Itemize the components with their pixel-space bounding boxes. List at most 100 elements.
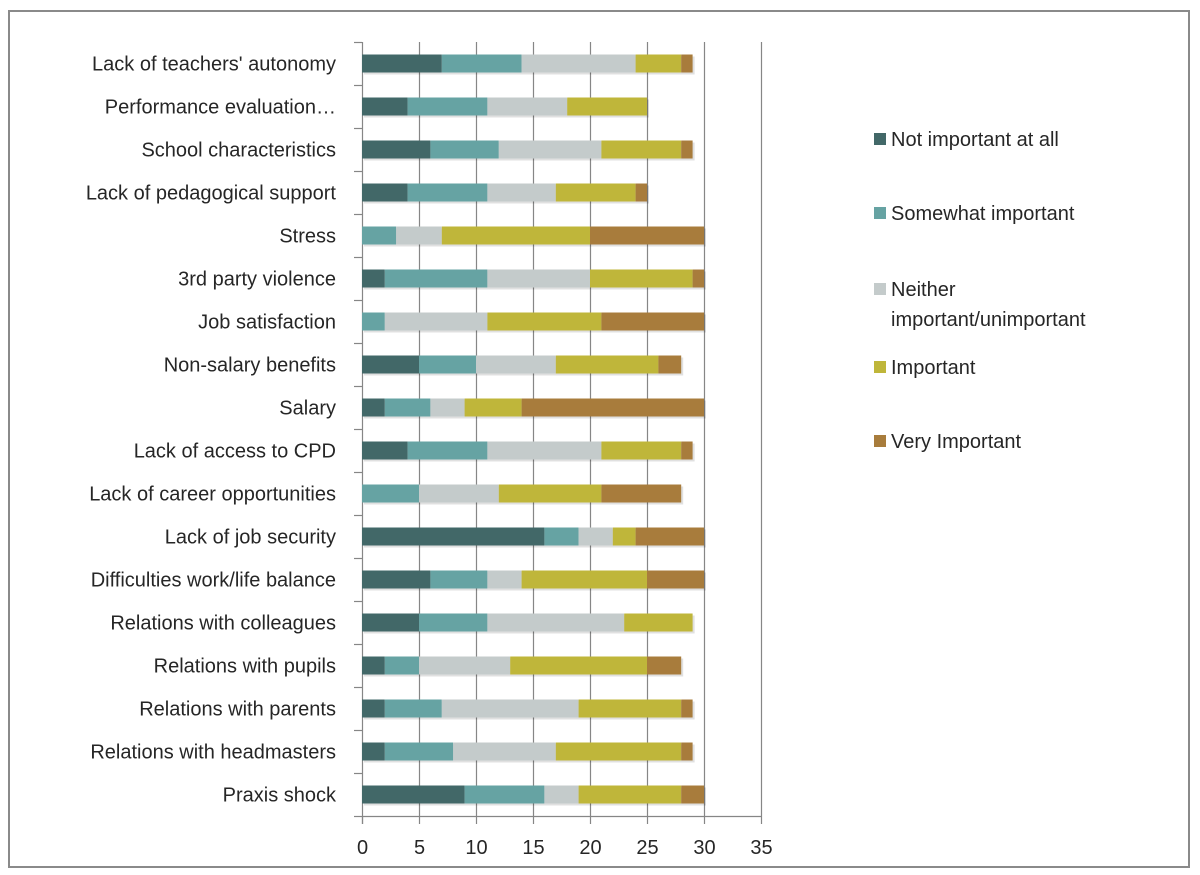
bar-segment bbox=[430, 570, 488, 589]
bar-segment bbox=[441, 54, 522, 73]
bar-segment bbox=[476, 355, 556, 374]
bar-segment bbox=[578, 527, 613, 546]
bar-segment bbox=[498, 484, 602, 503]
bar-segment bbox=[407, 441, 488, 460]
legend-swatch bbox=[874, 361, 886, 373]
x-tick-label: 15 bbox=[522, 837, 544, 859]
bar-segment bbox=[362, 527, 545, 546]
category-label: Lack of career opportunities bbox=[89, 484, 336, 506]
category-label: Lack of pedagogical support bbox=[86, 183, 337, 205]
bar-segment bbox=[407, 97, 488, 116]
bar-segment bbox=[487, 269, 590, 288]
bar-segment bbox=[601, 484, 682, 503]
bar-segment bbox=[601, 312, 704, 331]
bar-segment bbox=[384, 699, 442, 718]
x-tick-label: 5 bbox=[414, 837, 425, 859]
bar-segment bbox=[521, 570, 647, 589]
legend-label: Important bbox=[891, 357, 976, 379]
legend-swatch bbox=[874, 207, 886, 219]
legend-label: Very Important bbox=[891, 431, 1022, 453]
bar-segment bbox=[647, 656, 682, 675]
x-tick-label: 0 bbox=[357, 837, 368, 859]
bar-segment bbox=[681, 742, 693, 761]
x-tick-label: 25 bbox=[636, 837, 658, 859]
bar-segment bbox=[635, 183, 647, 202]
bar-segment bbox=[601, 441, 682, 460]
bar-segment bbox=[362, 226, 397, 245]
category-labels: Lack of teachers' autonomy Performance ev… bbox=[86, 54, 337, 807]
x-tick-label: 20 bbox=[579, 837, 601, 859]
bar-segment bbox=[658, 355, 682, 374]
bar-segment bbox=[590, 269, 693, 288]
category-label: Lack of job security bbox=[165, 527, 336, 549]
bar-segment bbox=[362, 269, 385, 288]
bar-segment bbox=[521, 54, 636, 73]
bar-segment bbox=[544, 785, 579, 804]
bar-segment bbox=[681, 54, 693, 73]
bar-segment bbox=[555, 355, 659, 374]
bar-segment bbox=[441, 226, 590, 245]
legend-label: Somewhat important bbox=[891, 203, 1075, 225]
bar-segment bbox=[384, 312, 488, 331]
category-label: Relations with pupils bbox=[154, 656, 336, 678]
bar-segment bbox=[362, 656, 385, 675]
bar-segment bbox=[362, 183, 408, 202]
bar-segment bbox=[384, 398, 431, 417]
bar-segment bbox=[567, 97, 647, 116]
bar-segment bbox=[384, 269, 488, 288]
bar-segment bbox=[487, 183, 556, 202]
category-label: Relations with colleagues bbox=[110, 613, 336, 635]
bar-segment bbox=[612, 527, 636, 546]
bar-segment bbox=[681, 140, 693, 159]
bar-segment bbox=[635, 54, 682, 73]
legend-swatch bbox=[874, 435, 886, 447]
bar-segment bbox=[521, 398, 704, 417]
bar-segment bbox=[441, 699, 579, 718]
legend: Not important at all Somewhat important Ne… bbox=[874, 129, 1086, 453]
bar-segment bbox=[362, 312, 385, 331]
category-label: Relations with headmasters bbox=[90, 742, 336, 764]
bar-segment bbox=[464, 398, 522, 417]
bar-segment bbox=[487, 312, 602, 331]
bar-segment bbox=[362, 97, 408, 116]
bar-segment bbox=[362, 484, 419, 503]
bar-segment bbox=[362, 613, 419, 632]
category-label: Salary bbox=[279, 398, 336, 420]
bar-segment bbox=[362, 570, 431, 589]
bar-segment bbox=[681, 699, 693, 718]
bar-segment bbox=[498, 140, 602, 159]
bar-segment bbox=[362, 54, 442, 73]
legend-swatch bbox=[874, 283, 886, 295]
category-label: Difficulties work/life balance bbox=[91, 570, 336, 592]
bar-segment bbox=[601, 140, 682, 159]
bar-segment bbox=[362, 742, 385, 761]
bar-segment bbox=[555, 183, 636, 202]
gridlines bbox=[354, 41, 763, 824]
bar-segment bbox=[384, 742, 454, 761]
category-label: Relations with parents bbox=[139, 699, 336, 721]
category-label: 3rd party violence bbox=[178, 269, 336, 291]
bar-segment bbox=[419, 484, 499, 503]
bar-segment bbox=[681, 441, 693, 460]
bars bbox=[362, 54, 706, 806]
legend-swatch bbox=[874, 133, 886, 145]
category-label: Stress bbox=[279, 226, 336, 248]
bar-segment bbox=[624, 613, 693, 632]
bar-segment bbox=[578, 785, 682, 804]
bar-segment bbox=[384, 656, 419, 675]
bar-segment bbox=[578, 699, 682, 718]
bar-segment bbox=[407, 183, 488, 202]
bar-segment bbox=[487, 570, 522, 589]
bar-segment bbox=[419, 355, 476, 374]
bar-segment bbox=[362, 785, 465, 804]
bar-segment bbox=[430, 140, 499, 159]
bar-segment bbox=[487, 613, 625, 632]
bar-segment bbox=[555, 742, 682, 761]
category-label: Praxis shock bbox=[223, 785, 337, 807]
bar-segment bbox=[362, 699, 385, 718]
category-label: School characteristics bbox=[141, 140, 336, 162]
category-label: Lack of teachers' autonomy bbox=[92, 54, 336, 76]
bar-segment bbox=[635, 527, 704, 546]
category-label: Lack of access to CPD bbox=[134, 441, 336, 463]
